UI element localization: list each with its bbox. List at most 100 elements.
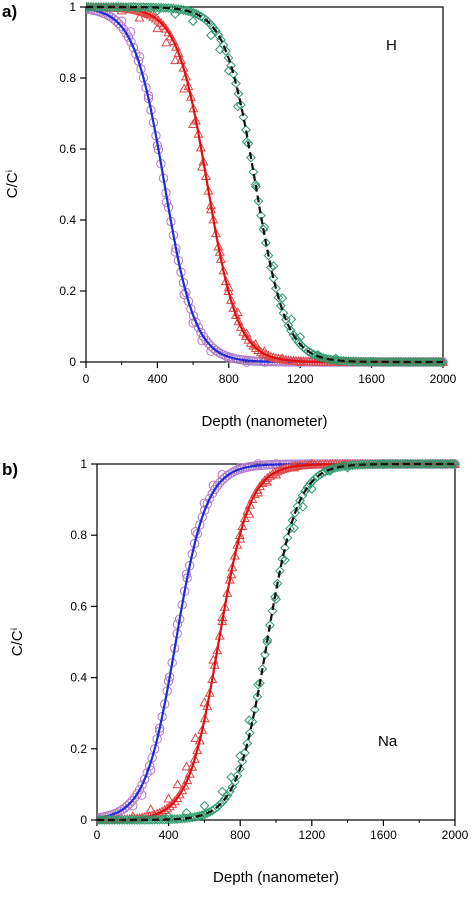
panel-a-series-2-marker (263, 250, 274, 261)
chart-panel-b: 0 400 800 1200 1600 2000 0 0.2 0.4 0.6 0.8 1 Depth (… (9, 457, 469, 886)
panel-a-series-2-marker (246, 152, 256, 163)
panel-b-series-2-marker (445, 459, 456, 469)
panel-a-series-2-data-point (170, 9, 181, 20)
panel-b-series-2-data-point (97, 815, 102, 825)
panel-a-series-0-marker (123, 32, 134, 42)
panel-b-series-1-marker (167, 798, 178, 808)
panel-b-series-0-marker (139, 774, 150, 784)
panel-b-series-0-marker (147, 753, 157, 763)
panel-a-y-tick-label: 0.6 (59, 142, 76, 156)
panel-b-letter: b) (2, 460, 19, 479)
panel-a-series-2-data-point (277, 293, 288, 304)
panel-b-series-2-data-point (163, 811, 174, 822)
panel-b-series-2-marker (239, 747, 250, 758)
panel-b-series-2-points (97, 459, 460, 825)
panel-a-series-1-marker (163, 27, 174, 37)
panel-a-series-2-marker (286, 325, 296, 336)
panel-a-series-2-data-point (152, 5, 163, 16)
panel-b-series-2-marker (217, 797, 228, 808)
panel-b-series-0-marker (212, 481, 222, 491)
panel-a-series-2-data-point (214, 44, 225, 55)
panel-a-series-2-marker (313, 351, 324, 362)
panel-a-series-2-data-point (86, 2, 91, 12)
panel-a-series-2-marker (303, 346, 314, 357)
panel-b-series-0-data-point (190, 526, 201, 537)
panel-b-y-axis-title: C/Cⁱ (9, 628, 26, 657)
panel-a-plot-frame (85, 6, 444, 363)
panel-b-y-tick-label: 0.2 (70, 742, 87, 756)
panel-a-x-tick-label: 0 (83, 372, 90, 386)
panel-b-series-2-marker (447, 459, 458, 469)
panel-b-series-2-marker (177, 813, 188, 824)
panel-a-series-0-marker (193, 322, 204, 333)
panel-a-series-2-marker (253, 196, 264, 207)
panel-b-series-1-data-point (306, 458, 317, 468)
panel-b-x-tick-label: 400 (159, 828, 179, 842)
panel-b-series-1-data-point (190, 732, 201, 742)
panel-a-series-1-data-point (152, 23, 163, 33)
panel-b-plot-frame (96, 463, 456, 821)
panel-a-series-2-marker (191, 8, 201, 19)
panel-b-series-2-data-point (297, 501, 308, 512)
panel-b-series-0-marker (134, 785, 145, 795)
panel-b-series-2-marker (342, 460, 353, 471)
panel-a-series-2-data-point (206, 30, 216, 41)
panel-a-series-1-data-point (188, 118, 199, 129)
panel-b-series-2-fit-line (97, 462, 455, 822)
panel-a-series-2-marker (226, 60, 236, 71)
panel-a-series-1-data-point (161, 37, 172, 47)
panel-b-series-1-marker (182, 774, 193, 784)
panel-b-series-1-marker (184, 768, 195, 778)
panel-b-series-2-marker (174, 813, 185, 824)
panel-a-series-1-marker (235, 321, 246, 331)
panel-b-series-0-fit-line (97, 462, 455, 820)
panel-b-series-2-marker (352, 460, 363, 470)
panel-a-series-2-marker (233, 88, 244, 99)
panel-b-series-1-data-point (199, 697, 210, 707)
panel-a-series-1-marker (165, 31, 177, 41)
panel-a-series-0-marker (213, 347, 224, 357)
panel-b-series-2-marker (214, 799, 225, 810)
panel-a-series-2-marker (231, 78, 241, 89)
panel-a-series-2-marker (221, 46, 231, 57)
panel-b-y-tick-label: 0.8 (70, 528, 87, 542)
panel-b-series-2-marker (285, 523, 295, 534)
panel-b-series-0-marker (124, 798, 135, 809)
panel-b-series-2-marker (362, 459, 373, 470)
panel-b-y-tick-label: 0.6 (70, 599, 87, 613)
panel-b-y-tick-label: 0 (80, 813, 87, 827)
panel-b-x-tick-label: 800 (230, 828, 250, 842)
panel-b-series-2-marker (357, 459, 368, 470)
panel-b-series-2-data-point (235, 751, 246, 761)
panel-b-series-2-marker (350, 460, 361, 470)
panel-a-series-1-marker (168, 36, 179, 46)
panel-b-series-2-marker (167, 814, 178, 825)
panel-b-x-tick-label: 1200 (298, 828, 325, 842)
panel-a-series-0-data-point (241, 357, 252, 367)
panel-a-series-1-marker (173, 47, 184, 57)
panel-a-series-2-marker (273, 292, 284, 303)
panel-a-series-0-marker (116, 21, 126, 31)
panel-a-series-1-fit-line (86, 6, 443, 364)
panel-b-series-0-marker (127, 796, 137, 806)
panel-a-y-tick-label: 0 (69, 355, 76, 369)
panel-b-series-1-data-point (163, 793, 174, 803)
panel-b-series-0-data-point (253, 459, 263, 469)
panel-b-series-2-marker (360, 459, 371, 470)
panel-b-series-0-marker (222, 470, 233, 481)
panel-b-series-1-marker (247, 493, 258, 503)
panel-b-series-1-marker (244, 499, 255, 509)
panel-a-series-2-marker (261, 237, 271, 248)
panel-b-series-2-data-point (244, 715, 255, 726)
panel-a-plot-area (86, 1, 449, 367)
panel-a-series-2-marker (435, 357, 446, 367)
panel-a-series-1-data-point (170, 55, 181, 65)
panel-b-series-0-marker (205, 493, 215, 504)
panel-b-series-2-data-point (288, 523, 299, 533)
panel-a-series-0-marker (113, 18, 124, 28)
panel-b-series-2-marker (305, 479, 315, 489)
panel-b-x-tick-label: 0 (94, 828, 101, 842)
panel-b-element-label: Na (378, 733, 398, 750)
panel-a-series-0-marker (111, 16, 121, 26)
panel-a-series-2-marker (211, 26, 221, 37)
